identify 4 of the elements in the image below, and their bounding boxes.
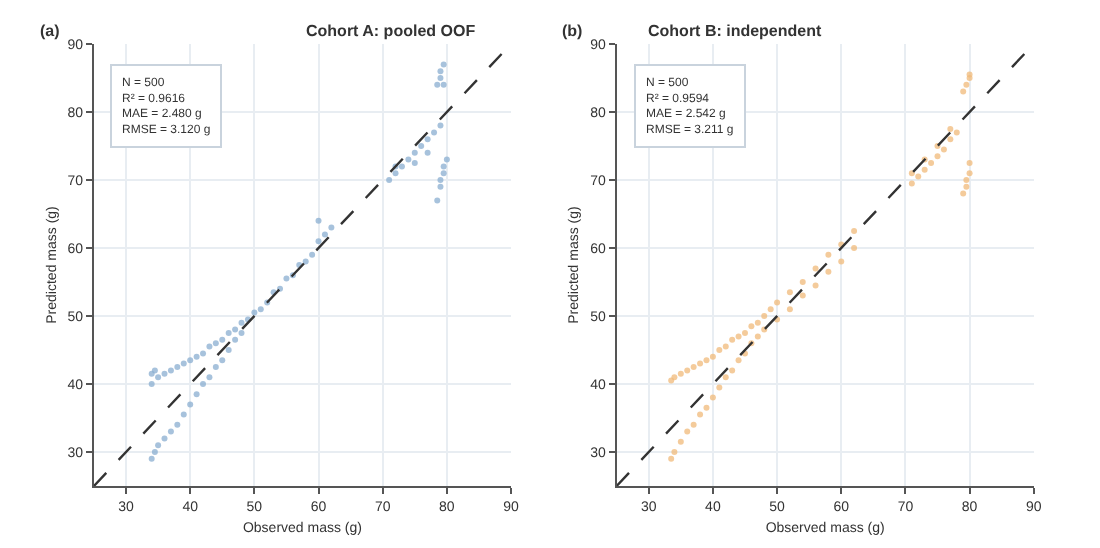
chart-title: Cohort B: independent	[648, 22, 822, 40]
text: (a)	[40, 22, 61, 40]
text: (b)	[562, 22, 584, 40]
chart-title: Cohort A: pooled OOF	[306, 22, 476, 40]
